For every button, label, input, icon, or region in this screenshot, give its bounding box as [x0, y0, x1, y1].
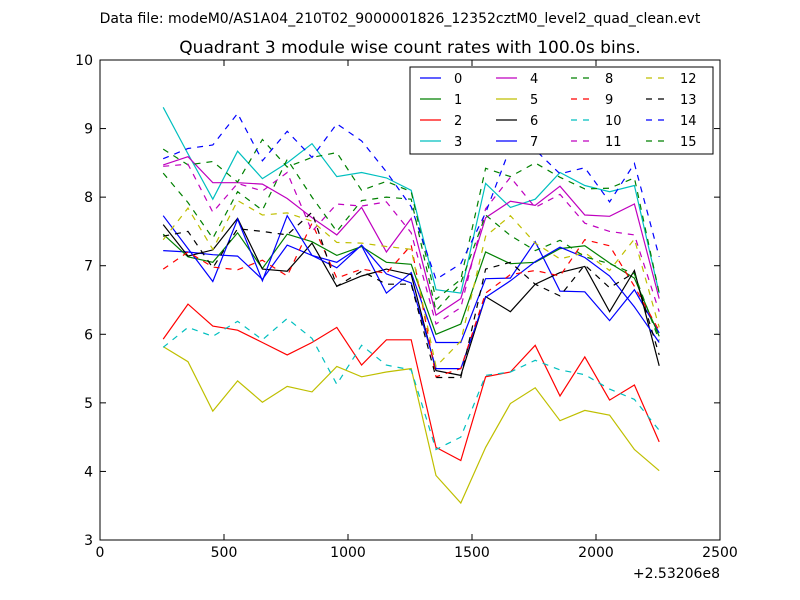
legend-label-2: 2	[454, 114, 462, 129]
legend-label-5: 5	[530, 93, 538, 108]
series-line-12	[162, 199, 660, 368]
series-line-6	[162, 217, 660, 377]
series-line-7	[162, 214, 660, 370]
y-tick-label: 4	[84, 464, 93, 480]
x-tick-label: 2000	[578, 545, 614, 561]
legend-label-12: 12	[680, 72, 697, 87]
legend-label-4: 4	[530, 72, 538, 87]
y-tick-label: 3	[84, 533, 93, 549]
series-line-13	[163, 211, 660, 379]
legend-label-14: 14	[680, 114, 697, 129]
series-line-5	[162, 346, 660, 505]
x-tick-label: 1500	[454, 545, 490, 561]
series-line-11	[163, 163, 660, 325]
x-tick-label: 2500	[702, 545, 738, 561]
x-tick-label: 500	[211, 545, 238, 561]
y-tick-label: 7	[84, 259, 93, 275]
legend-label-13: 13	[680, 93, 697, 108]
legend-label-8: 8	[605, 72, 613, 87]
x-tick-label: 0	[96, 545, 105, 561]
series-line-15	[162, 158, 660, 341]
legend-label-15: 15	[680, 135, 697, 150]
chart-title: Quadrant 3 module wise count rates with …	[179, 38, 640, 58]
y-tick-label: 5	[84, 396, 93, 412]
series-line-9	[162, 221, 660, 378]
legend-label-9: 9	[605, 93, 613, 108]
legend-label-6: 6	[530, 114, 538, 129]
x-tick-label: 1000	[330, 545, 366, 561]
chart-suptitle: Data file: modeM0/AS1A04_210T02_90000018…	[100, 11, 701, 27]
series-line-4	[163, 156, 660, 317]
legend-label-11: 11	[605, 135, 622, 150]
legend-label-3: 3	[454, 135, 462, 150]
series-line-0	[163, 240, 660, 344]
legend-label-0: 0	[454, 72, 462, 87]
legend-label-10: 10	[605, 114, 622, 129]
x-axis: 0 500 1000 1500 2000 2500	[96, 60, 738, 561]
legend-label-1: 1	[454, 93, 462, 108]
legend-frame	[409, 66, 714, 155]
series-line-14	[162, 112, 660, 281]
series-line-1	[162, 231, 660, 337]
y-tick-label: 10	[75, 53, 93, 69]
y-tick-label: 6	[84, 327, 93, 343]
series-line-2	[162, 303, 660, 462]
y-tick-label: 9	[84, 122, 93, 138]
legend-label-7: 7	[530, 135, 538, 150]
y-tick-label: 8	[84, 190, 93, 206]
series-layer	[162, 107, 660, 505]
x-axis-offset-label: +2.53206e8	[633, 566, 720, 582]
series-line-10	[162, 317, 660, 451]
series-line-3	[162, 107, 660, 294]
